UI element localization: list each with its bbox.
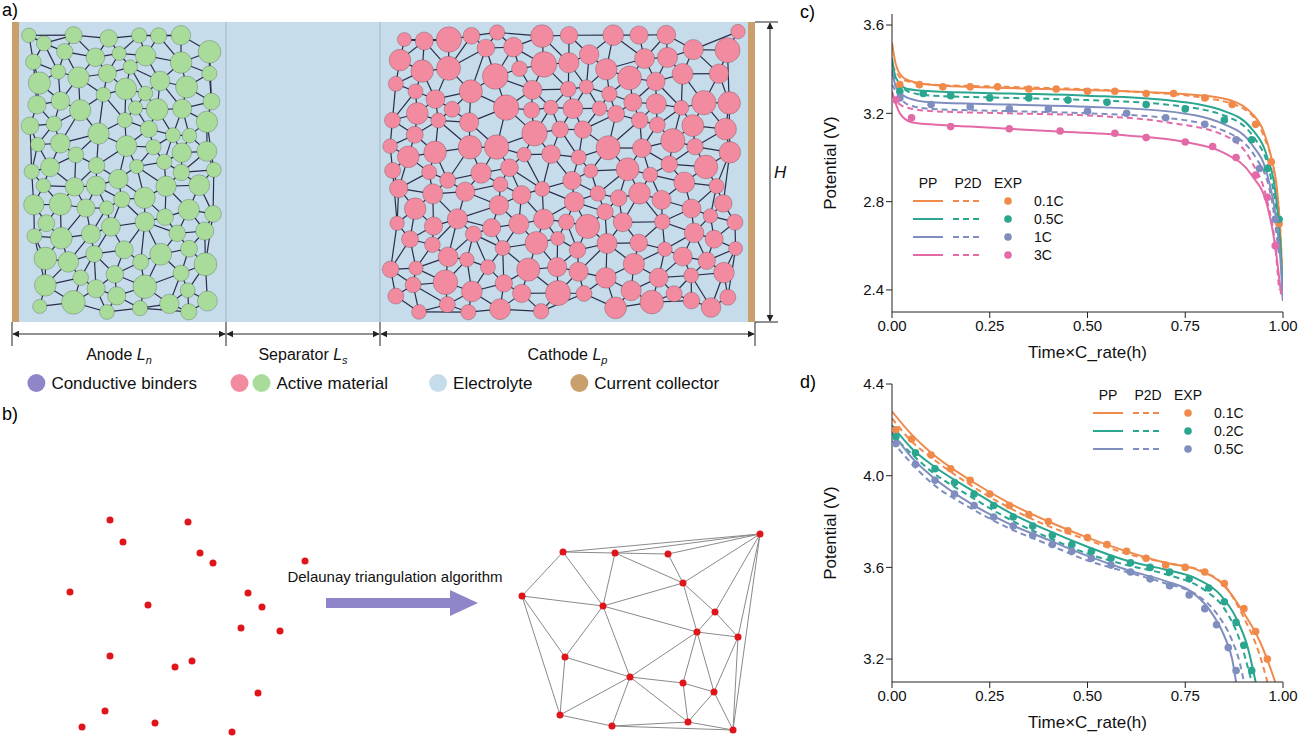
svg-text:Electrolyte: Electrolyte [453, 374, 532, 393]
html-text:1C: 1C [1034, 229, 1052, 245]
svg-text:3.2: 3.2 [863, 105, 884, 122]
html-text:P2D: P2D [954, 175, 982, 191]
svg-text:Active material: Active material [277, 374, 388, 393]
svg-text:Cathode Lp: Cathode Lp [528, 346, 608, 366]
svg-text:1.00: 1.00 [1268, 317, 1297, 334]
html-text:0.5C: 0.5C [1034, 211, 1064, 227]
svg-text:3.2: 3.2 [863, 650, 884, 667]
svg-text:Potential (V): Potential (V) [821, 486, 840, 580]
svg-text:0.75: 0.75 [1171, 687, 1200, 704]
svg-text:0.50: 0.50 [1073, 687, 1102, 704]
svg-text:H: H [774, 163, 787, 182]
html-text:P2D: P2D [1134, 387, 1162, 403]
html-text:c): c) [800, 2, 815, 22]
svg-text:0.25: 0.25 [975, 687, 1004, 704]
html-text:EXP: EXP [1174, 387, 1202, 403]
svg-text:3.6: 3.6 [863, 559, 884, 576]
html-text:d): d) [800, 372, 816, 392]
svg-text:0.75: 0.75 [1171, 317, 1200, 334]
svg-text:Delaunay triangulation algorit: Delaunay triangulation algorithm [287, 568, 502, 585]
svg-text:0.25: 0.25 [975, 317, 1004, 334]
svg-text:Current collector: Current collector [594, 374, 719, 393]
html-text:3C: 3C [1034, 247, 1052, 263]
svg-text:Separator Ls: Separator Ls [258, 346, 348, 366]
svg-text:Conductive binders: Conductive binders [51, 374, 197, 393]
svg-text:0.50: 0.50 [1073, 317, 1102, 334]
svg-text:Time×C_rate(h): Time×C_rate(h) [1028, 713, 1147, 732]
html-text:PP: PP [918, 175, 938, 191]
html-text:EXP: EXP [994, 175, 1022, 191]
svg-text:b): b) [2, 404, 18, 424]
svg-text:2.8: 2.8 [863, 193, 884, 210]
html-text:PP: PP [1098, 387, 1118, 403]
svg-text:Potential (V): Potential (V) [821, 116, 840, 210]
svg-text:Time×C_rate(h): Time×C_rate(h) [1028, 343, 1147, 362]
svg-text:0.00: 0.00 [877, 317, 906, 334]
svg-text:2.4: 2.4 [863, 281, 884, 298]
svg-text:a): a) [2, 0, 18, 20]
svg-text:4.4: 4.4 [863, 375, 884, 392]
svg-text:4.0: 4.0 [863, 467, 884, 484]
svg-text:Anode Ln: Anode Ln [86, 346, 152, 366]
html-text:0.5C: 0.5C [1214, 441, 1244, 457]
html-text:0.2C: 0.2C [1214, 423, 1244, 439]
svg-text:0.00: 0.00 [877, 687, 906, 704]
svg-text:3.6: 3.6 [863, 16, 884, 33]
html-text:0.1C: 0.1C [1034, 193, 1064, 209]
html-text:0.1C: 0.1C [1214, 405, 1244, 421]
svg-text:1.00: 1.00 [1268, 687, 1297, 704]
